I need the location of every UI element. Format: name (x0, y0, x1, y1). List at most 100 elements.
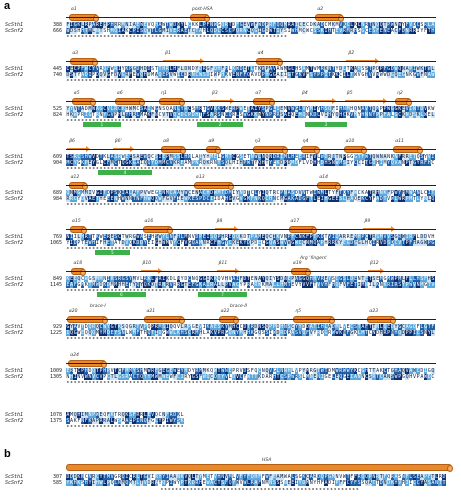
alignment-block: α18 β10 β11 α19 β12 Arg 'fingers' ScSth1 ScSnf2… (0, 256, 461, 298)
species-label: ScSth1 (5, 276, 24, 282)
conservation-dots (66, 119, 288, 121)
motif-box: 6 (96, 292, 147, 297)
ss-baseline (66, 319, 436, 320)
residue-number: 689 (52, 190, 62, 196)
conservation-dots (66, 203, 288, 205)
species-label: ScSth1 (5, 190, 24, 196)
alignment-block: α24 ScSth1 ScSnf2 1009 1305 E R T C P H D Q T P H P V T C F M… (0, 350, 461, 390)
conservation-dots (66, 35, 288, 37)
ss-baseline (66, 61, 436, 62)
species-label: ScSth1 (5, 474, 24, 480)
ss-label: β6 (69, 139, 75, 144)
ss-label: HSA (262, 458, 272, 463)
species-label: ScSnf2 (5, 240, 24, 246)
ss-label: α15 (72, 219, 81, 224)
species-label: ScSnf2 (5, 374, 24, 380)
residue-number: 666 (52, 28, 62, 34)
residue-number: 769 (52, 234, 62, 240)
residue-number: 1375 (49, 418, 62, 424)
ss-label: α19 (292, 261, 302, 266)
ss-baseline (66, 149, 436, 150)
ss-label: α6 (116, 91, 123, 96)
residue-number: 445 (52, 66, 62, 72)
ss-label: β10 (142, 261, 152, 266)
alignment-block: α15 α16 β8 α17 β9 ScSth1 ScSnf2 769 1065 N I I L H R T T… (0, 216, 461, 256)
ss-label: α13 (195, 175, 205, 180)
ss-label: α23 (369, 309, 379, 314)
residue-number: 984 (52, 196, 62, 202)
panel-a-label: a (4, 0, 11, 12)
ss-label: α14 (319, 175, 329, 180)
alignment-block: α12 α13 α14 ScSth1 ScSnf2 689 984 Q N M G M M I V G I T D P… (0, 172, 461, 212)
ss-label: α16 (144, 219, 154, 224)
species-label: ScSnf2 (5, 160, 24, 166)
ss-label: η4 (302, 139, 309, 144)
residue-number: 1305 (49, 374, 62, 380)
species-label: ScSth1 (5, 154, 24, 160)
ss-label: α1 (70, 7, 77, 12)
ss-label: α18 (73, 261, 83, 266)
residue-number: 904 (52, 160, 62, 166)
residue-number: 1145 (49, 282, 62, 288)
conservation-dots (66, 247, 288, 249)
ss-baseline (66, 271, 436, 272)
motif-box: 7 (197, 292, 248, 297)
alignment-block: ScSth1 ScSnf2 1078 1375 A M Q H I M N P W E Q F K T R Q K S F R… (0, 394, 461, 434)
species-label: ScSnf2 (5, 72, 24, 78)
ss-label: α11 (395, 139, 404, 144)
species-label: ScSth1 (5, 66, 24, 72)
ss-baseline (66, 363, 436, 364)
helix-mark (66, 464, 453, 472)
motif-box: 3 (305, 122, 347, 127)
ss-label: α22 (220, 309, 230, 314)
alignment-block: α3 β1 α4 β2 ScSth1 ScSnf2 445 740 C E C P F W C Y V R Q F W R… (0, 48, 461, 88)
ss-label: β4 (302, 91, 308, 96)
ss-label: β9 (364, 219, 371, 224)
ss-label: α21 (146, 309, 156, 314)
ss-label: η2 (397, 91, 403, 96)
annotation-label: Arg 'fingers' (300, 256, 328, 261)
ss-label: β11 (218, 261, 228, 266)
species-label: ScSnf2 (5, 28, 24, 34)
residue-number: 1065 (49, 240, 62, 246)
ss-label: post-HSA (192, 7, 213, 12)
conservation-dots (66, 167, 288, 169)
ss-label: α3 (72, 51, 79, 56)
residue-number: 1225 (49, 330, 62, 336)
motif-box: 4 (97, 170, 153, 175)
species-label: ScSth1 (5, 368, 24, 374)
conservation-dots (66, 425, 185, 427)
ss-label: α17 (290, 219, 300, 224)
panel-b-label: b (4, 448, 11, 460)
motif-box: 5 (94, 250, 131, 255)
conservation-dots (66, 289, 288, 291)
residue-number: 525 (52, 106, 62, 112)
ss-baseline (66, 101, 436, 102)
ss-label: β6' (114, 139, 122, 144)
ss-label: η1 (161, 91, 167, 96)
ss-label: α24 (70, 353, 79, 358)
conservation-dots (160, 488, 360, 490)
ss-label: α8 (163, 139, 169, 144)
residue-number: 1078 (49, 412, 62, 418)
ss-label: β2 (348, 51, 355, 56)
species-label: ScSnf2 (5, 330, 24, 336)
annotation-label: brace-II (230, 304, 247, 309)
ss-baseline (66, 185, 436, 186)
ss-label: α5 (73, 91, 80, 96)
ss-label: α12 (70, 175, 80, 180)
